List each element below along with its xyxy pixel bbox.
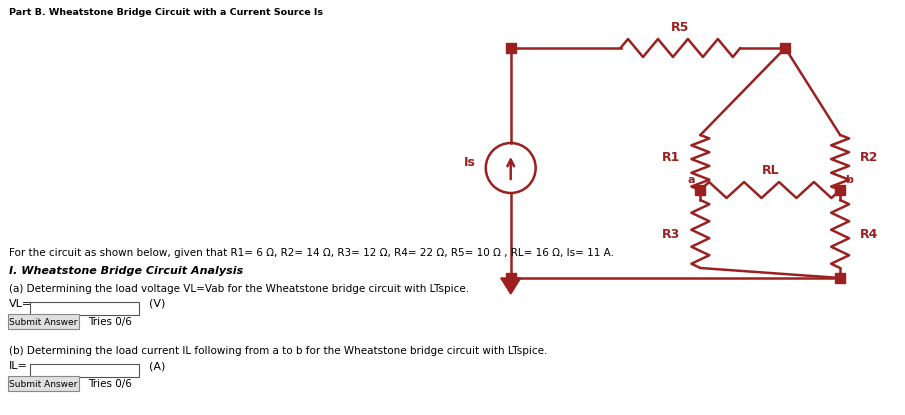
Text: Part B. Wheatstone Bridge Circuit with a Current Source Is: Part B. Wheatstone Bridge Circuit with a… bbox=[9, 8, 322, 17]
FancyBboxPatch shape bbox=[7, 376, 80, 391]
FancyBboxPatch shape bbox=[7, 314, 80, 329]
Text: RL: RL bbox=[761, 164, 779, 177]
Text: Tries 0/6: Tries 0/6 bbox=[89, 317, 132, 327]
Polygon shape bbox=[500, 278, 520, 294]
Bar bbox=[506, 43, 516, 53]
Bar bbox=[835, 273, 845, 283]
Text: IL=: IL= bbox=[9, 361, 27, 371]
Text: I. Wheatstone Bridge Circuit Analysis: I. Wheatstone Bridge Circuit Analysis bbox=[9, 266, 243, 276]
Text: VL=: VL= bbox=[9, 299, 32, 309]
FancyBboxPatch shape bbox=[30, 302, 139, 315]
Bar bbox=[835, 185, 845, 195]
Text: Is: Is bbox=[464, 156, 476, 168]
Text: (a) Determining the load voltage VL=Vab for the Wheatstone bridge circuit with L: (a) Determining the load voltage VL=Vab … bbox=[9, 284, 469, 294]
FancyBboxPatch shape bbox=[30, 364, 139, 377]
Text: For the circuit as shown below, given that R1= 6 Ω, R2= 14 Ω, R3= 12 Ω, R4= 22 Ω: For the circuit as shown below, given th… bbox=[9, 248, 614, 258]
Text: R4: R4 bbox=[860, 227, 879, 241]
Text: Tries 0/6: Tries 0/6 bbox=[89, 379, 132, 389]
Text: (b) Determining the load current IL following from a to b for the Wheatstone bri: (b) Determining the load current IL foll… bbox=[9, 346, 547, 356]
Text: R2: R2 bbox=[860, 151, 879, 164]
Text: R3: R3 bbox=[662, 227, 681, 241]
Text: R5: R5 bbox=[672, 21, 690, 34]
Text: a: a bbox=[688, 175, 695, 185]
Bar bbox=[780, 43, 790, 53]
Text: Submit Answer: Submit Answer bbox=[9, 317, 78, 327]
Bar bbox=[695, 185, 705, 195]
Text: (A): (A) bbox=[149, 361, 166, 371]
Text: Submit Answer: Submit Answer bbox=[9, 379, 78, 388]
Text: R1: R1 bbox=[662, 151, 681, 164]
Text: (V): (V) bbox=[149, 299, 166, 309]
Bar bbox=[506, 273, 516, 283]
Text: b: b bbox=[845, 175, 853, 185]
